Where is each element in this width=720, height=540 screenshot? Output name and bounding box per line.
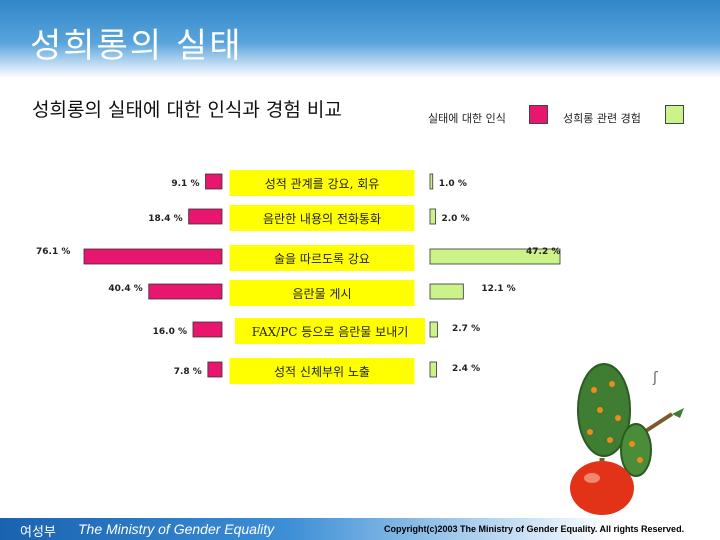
header-band xyxy=(0,0,720,78)
bar-experience xyxy=(429,283,464,300)
value-label-experience: 2.7 % xyxy=(452,324,480,334)
category-label-box xyxy=(235,318,425,344)
category-label-box xyxy=(229,245,415,271)
footer-org-en: The Ministry of Gender Equality xyxy=(78,521,275,537)
value-label-experience: 12.1 % xyxy=(481,284,515,294)
category-label-box xyxy=(229,170,415,196)
bar-experience xyxy=(429,321,438,338)
value-label-experience: 47.2 % xyxy=(526,247,560,257)
category-label-box xyxy=(229,205,415,231)
category-label: 술을 따르도록 강요 xyxy=(274,252,370,266)
value-label-perception: 7.8 % xyxy=(174,367,202,377)
footer-copyright: Copyright(c)2003 The Ministry of Gender … xyxy=(384,524,685,534)
apple-tree-illustration: ʃ xyxy=(570,363,684,515)
value-label-perception: 9.1 % xyxy=(171,179,199,189)
bar-experience xyxy=(429,208,436,225)
bar-experience xyxy=(429,173,434,190)
category-label-box xyxy=(229,358,415,384)
value-label-perception: 76.1 % xyxy=(36,247,70,257)
svg-text:ʃ: ʃ xyxy=(652,370,658,386)
chart-title: 성희롱의 실태에 대한 인식과 경험 비교 xyxy=(32,99,342,121)
bar-perception xyxy=(207,361,223,378)
value-label-experience: 1.0 % xyxy=(439,179,467,189)
footer-bar xyxy=(0,518,720,540)
footer-org-kr: 여성부 xyxy=(20,525,56,540)
value-label-experience: 2.0 % xyxy=(442,214,470,224)
bar-experience xyxy=(429,361,438,378)
bar-experience xyxy=(429,248,561,265)
legend-label-experience: 성희롱 관련 경험 xyxy=(563,112,641,125)
category-label-box xyxy=(229,280,415,306)
legend-swatch-perception xyxy=(529,105,548,124)
bar-perception xyxy=(188,208,223,225)
legend-label-perception: 실태에 대한 인식 xyxy=(428,112,506,125)
value-label-perception: 16.0 % xyxy=(153,327,187,337)
category-label: 성적 관계를 강요, 회유 xyxy=(265,177,380,191)
bar-perception xyxy=(83,248,223,265)
bar-perception xyxy=(192,321,223,338)
category-label: 음란한 내용의 전화통화 xyxy=(263,212,381,226)
value-label-perception: 40.4 % xyxy=(108,284,142,294)
category-label: 음란물 게시 xyxy=(292,287,351,301)
value-label-experience: 2.4 % xyxy=(452,364,480,374)
bar-perception xyxy=(205,173,223,190)
page-title: 성희롱의 실태 xyxy=(30,26,243,66)
category-label: 성적 신체부위 노출 xyxy=(274,365,370,379)
category-label: FAX/PC 등으로 음란물 보내기 xyxy=(252,325,409,339)
legend-swatch-experience xyxy=(665,105,684,124)
bar-perception xyxy=(148,283,223,300)
value-label-perception: 18.4 % xyxy=(148,214,182,224)
